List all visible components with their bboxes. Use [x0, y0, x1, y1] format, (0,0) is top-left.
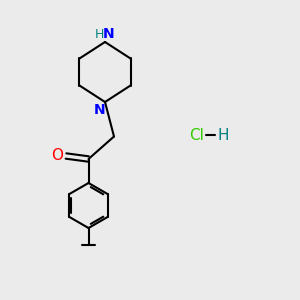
Text: O: O: [52, 148, 64, 164]
Text: H: H: [95, 28, 104, 41]
Text: H: H: [218, 128, 229, 142]
Text: N: N: [103, 28, 114, 41]
Text: Cl: Cl: [189, 128, 204, 142]
Text: N: N: [94, 103, 105, 116]
